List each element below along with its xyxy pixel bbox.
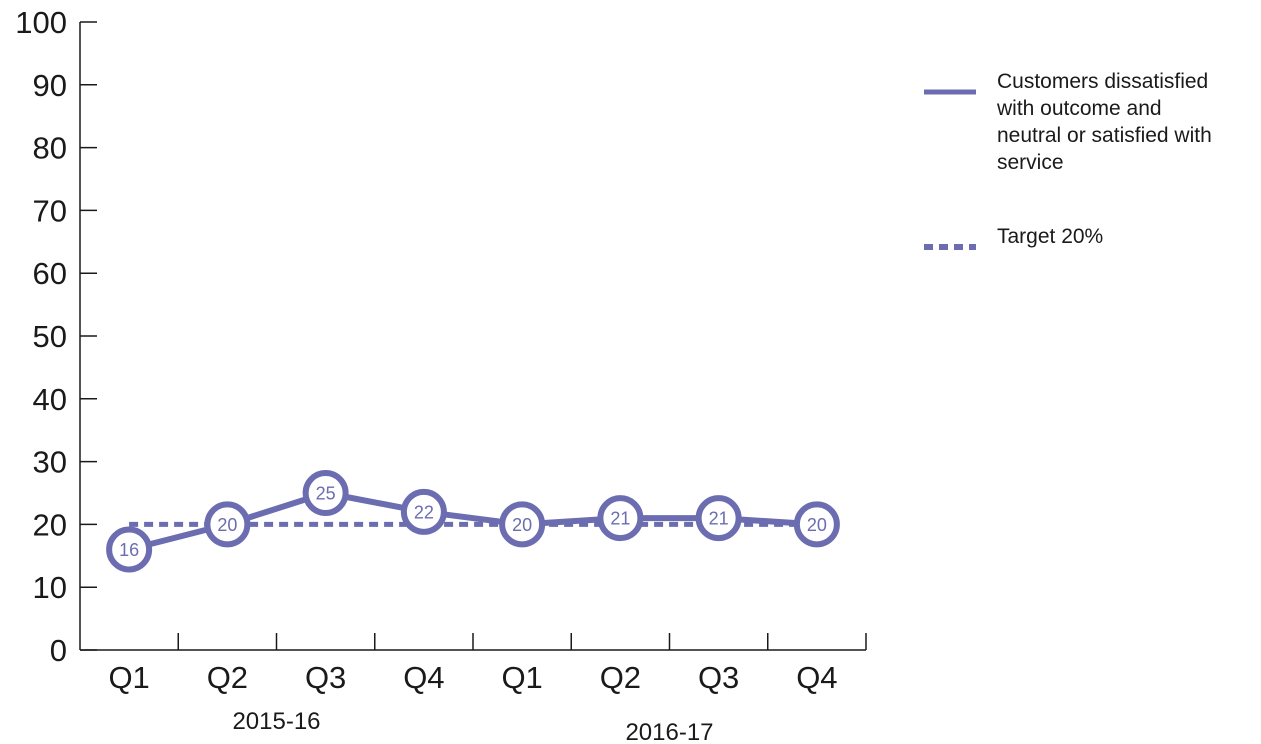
x-tick-label: Q3: [305, 660, 346, 695]
legend: Customers dissatisfied with outcome and ne…: [924, 70, 1212, 250]
y-tick-label: 30: [33, 445, 67, 480]
data-point-marker: [695, 495, 742, 542]
legend-label: Customers dissatisfied: [997, 70, 1208, 93]
data-point-marker: [302, 470, 349, 516]
data-point-marker: [400, 488, 447, 535]
y-tick-label: 40: [33, 382, 67, 417]
x-tick-label: Q3: [698, 660, 739, 695]
x-tick-label: Q4: [796, 660, 837, 695]
data-point-marker: [793, 501, 840, 548]
x-tick-label: Q2: [207, 660, 248, 695]
axes: 0 10 20 30 40 50 60 70 80 90 100 Q1 Q2 Q3 Q4 Q1 Q2 Q3 Q4 20…: [15, 5, 867, 744]
y-tick-label: 80: [33, 131, 67, 166]
legend-label: Target 20%: [997, 225, 1103, 248]
y-tick-label: 90: [33, 68, 67, 103]
data-label: 22: [414, 502, 434, 522]
x-tick-label: Q1: [108, 660, 149, 695]
y-tick-label: 0: [50, 633, 67, 668]
y-tick-label: 20: [33, 507, 67, 542]
data-label: 25: [316, 484, 336, 504]
data-label: 21: [709, 509, 729, 529]
x-tick-label: Q2: [600, 660, 641, 695]
x-group-label: 2016-17: [625, 719, 713, 744]
y-tick-label: 10: [33, 570, 67, 605]
x-group-label: 2015-16: [232, 708, 320, 735]
x-tick-label: Q1: [501, 660, 542, 695]
y-tick-label: 60: [33, 256, 67, 291]
data-label: 20: [807, 515, 827, 535]
data-label: 20: [512, 515, 532, 535]
legend-label: neutral or satisfied with: [997, 124, 1212, 147]
x-tick-label: Q4: [403, 660, 444, 695]
data-point-marker: [204, 501, 251, 548]
y-tick-label: 100: [15, 5, 67, 40]
y-tick-label: 50: [33, 319, 67, 354]
data-point-marker: [499, 501, 546, 548]
main-series: 16 20 25 22 20 21 21 20: [106, 470, 840, 573]
data-point-marker: [597, 495, 644, 542]
data-label: 21: [610, 509, 630, 529]
legend-label: service: [997, 151, 1064, 174]
data-label: 20: [217, 515, 237, 535]
y-tick-label: 70: [33, 193, 67, 228]
legend-label: with outcome and: [996, 97, 1162, 120]
data-point-marker: [106, 526, 153, 573]
data-label: 16: [119, 540, 139, 560]
